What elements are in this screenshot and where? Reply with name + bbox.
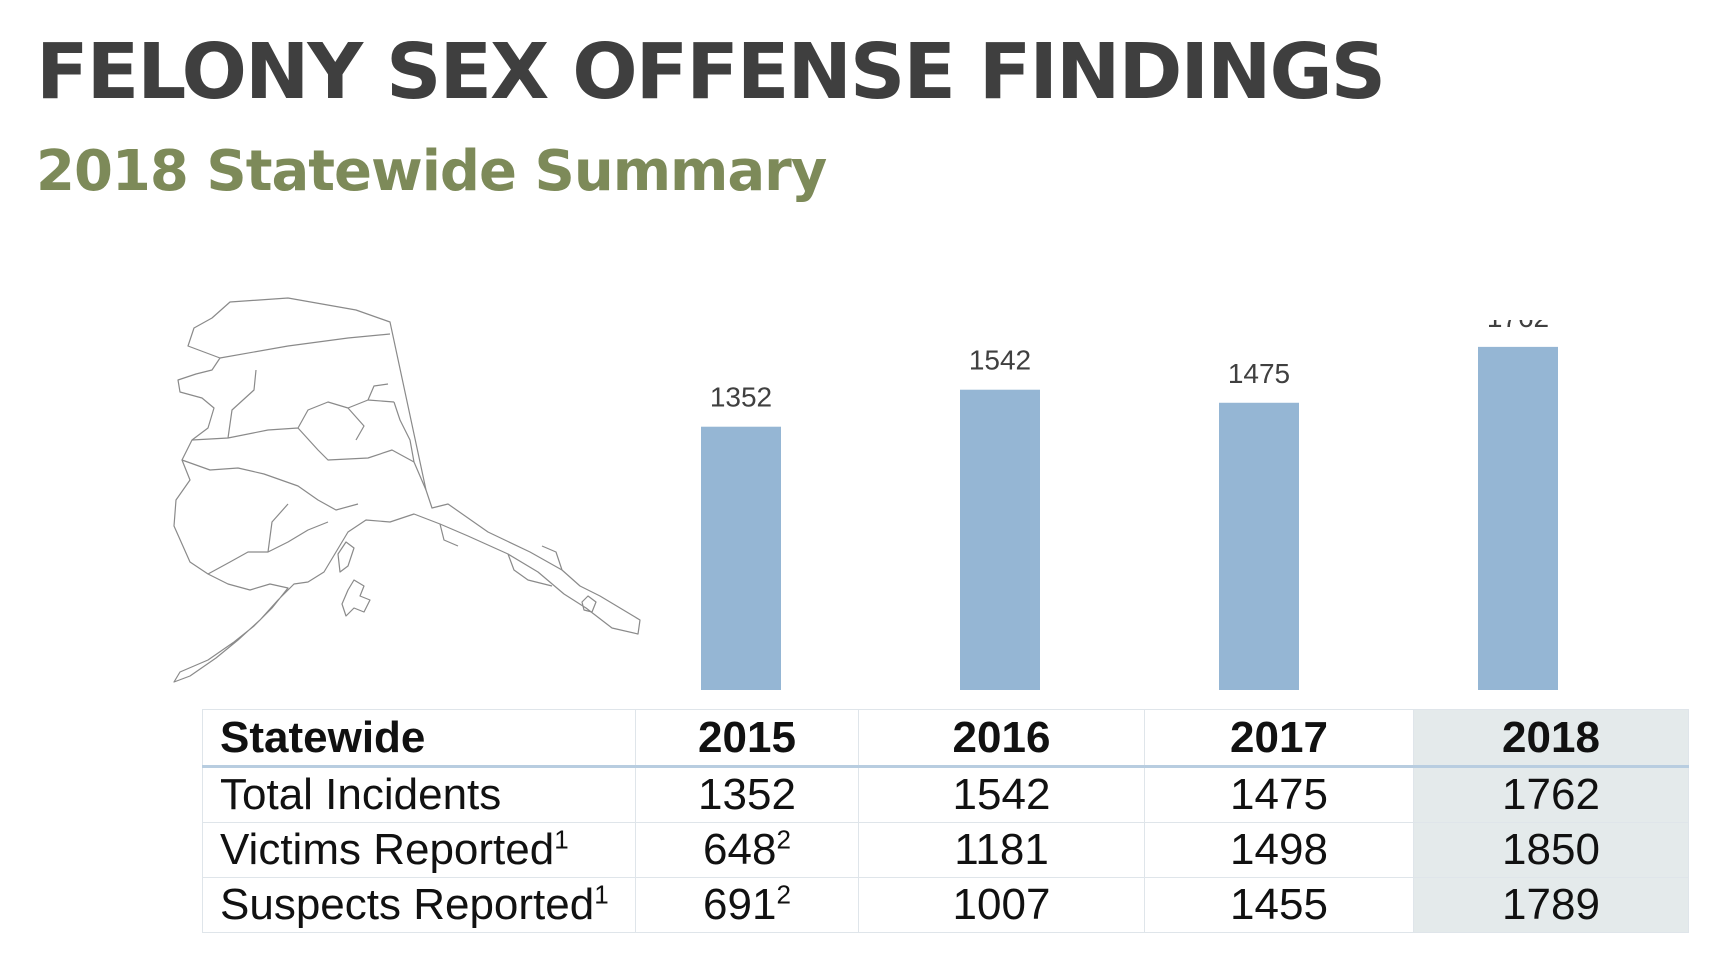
table-cell: 6482 <box>635 822 859 878</box>
bar-2016 <box>960 389 1040 690</box>
column-header-2017: 2017 <box>1144 709 1414 768</box>
table-header-row: Statewide 2015 2016 2017 2018 <box>202 709 1689 768</box>
row-label-text: Victims Reported <box>220 825 555 874</box>
row-label-text: Total Incidents <box>220 770 502 819</box>
cell-value: 1850 <box>1502 825 1600 874</box>
table-cell: 1181 <box>858 822 1145 878</box>
statewide-summary-table: Statewide 2015 2016 2017 2018 Total Inci… <box>202 709 1689 933</box>
page-subtitle: 2018 Statewide Summary <box>36 139 827 204</box>
bar-2015 <box>701 426 781 690</box>
table-cell: 1542 <box>858 766 1145 823</box>
table-cell: 1762 <box>1413 766 1689 823</box>
cell-value: 1542 <box>952 770 1051 819</box>
cell-value: 1475 <box>1230 770 1328 819</box>
table-cell: 6912 <box>635 877 859 933</box>
cell-value: 691 <box>703 880 777 929</box>
table-cell: 1789 <box>1413 877 1689 933</box>
cell-value: 1352 <box>698 770 796 819</box>
table-cell: 1007 <box>858 877 1145 933</box>
table-cell: 1455 <box>1144 877 1414 933</box>
table-row: Suspects Reported1 6912 1007 1455 1789 <box>202 877 1689 933</box>
footnote-marker: 1 <box>554 824 569 855</box>
data-label-2016: 1542 <box>969 345 1031 376</box>
data-label-2017: 1475 <box>1228 358 1290 389</box>
row-label-text: Suspects Reported <box>220 880 595 929</box>
column-header-2016: 2016 <box>858 709 1145 768</box>
footnote-marker: 1 <box>594 879 609 910</box>
row-label-total-incidents: Total Incidents <box>202 766 636 823</box>
row-label-victims-reported: Victims Reported1 <box>202 822 636 878</box>
row-label-suspects-reported: Suspects Reported1 <box>202 877 636 933</box>
table-row: Victims Reported1 6482 1181 1498 1850 <box>202 822 1689 878</box>
cell-value: 1455 <box>1230 880 1328 929</box>
footnote-marker: 2 <box>776 879 791 910</box>
table-row: Total Incidents 1352 1542 1475 1762 <box>202 766 1689 823</box>
column-header-statewide: Statewide <box>202 709 636 768</box>
footnote-marker: 2 <box>776 824 791 855</box>
table-cell: 1498 <box>1144 822 1414 878</box>
table-cell: 1475 <box>1144 766 1414 823</box>
incidents-bar-chart: 1352 1542 1475 1762 <box>701 320 1558 690</box>
cell-value: 1181 <box>954 825 1049 874</box>
bar-2017 <box>1219 402 1299 690</box>
bar-2018 <box>1478 346 1558 690</box>
alaska-map-icon <box>173 297 641 683</box>
cell-value: 1498 <box>1230 825 1328 874</box>
cell-value: 648 <box>703 825 777 874</box>
column-header-2018: 2018 <box>1413 709 1689 768</box>
data-label-2018: 1762 <box>1487 320 1549 333</box>
column-header-2015: 2015 <box>635 709 859 768</box>
cell-value: 1007 <box>952 880 1051 929</box>
page-title: FELONY SEX OFFENSE FINDINGS <box>36 28 1386 117</box>
cell-value: 1762 <box>1502 770 1600 819</box>
cell-value: 1789 <box>1502 880 1600 929</box>
table-cell: 1850 <box>1413 822 1689 878</box>
table-cell: 1352 <box>635 766 859 823</box>
data-label-2015: 1352 <box>710 382 772 413</box>
